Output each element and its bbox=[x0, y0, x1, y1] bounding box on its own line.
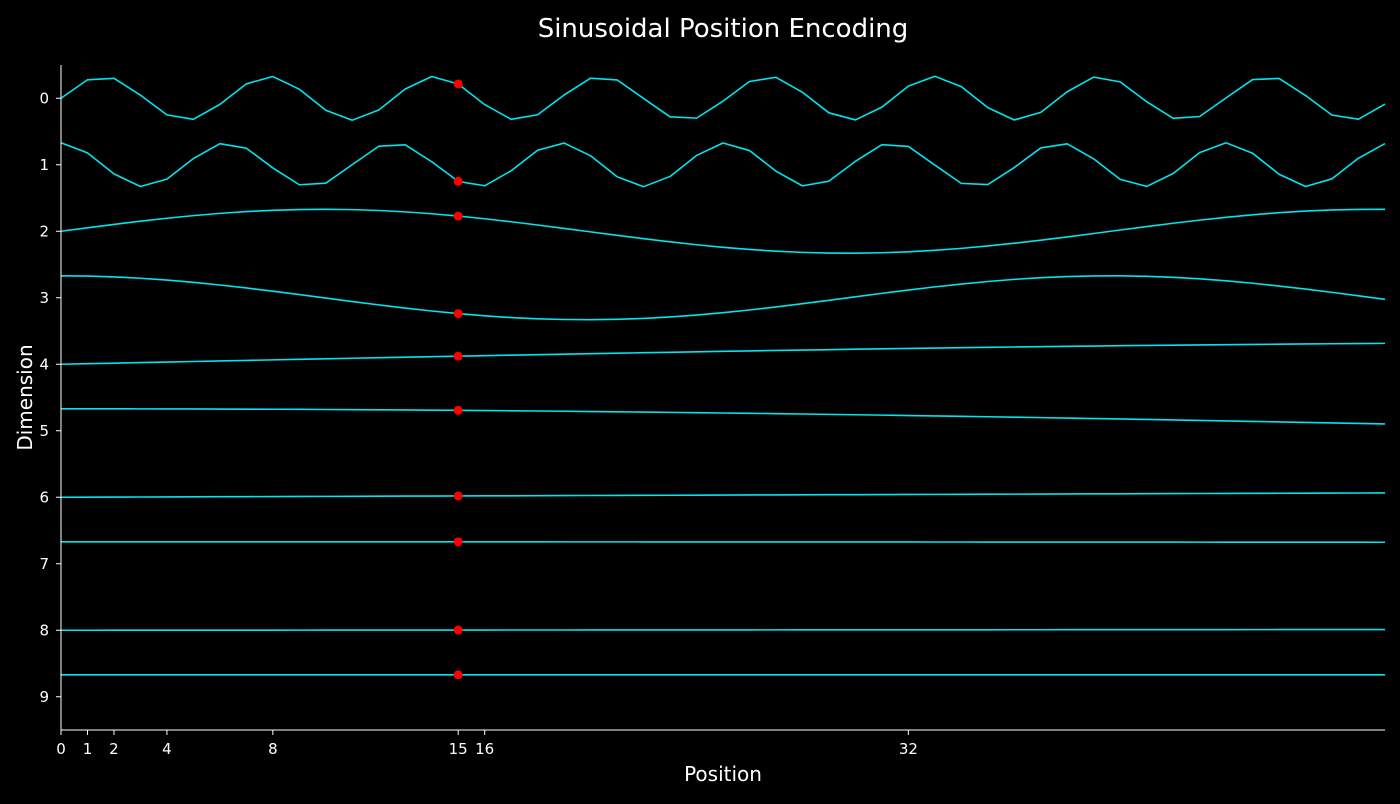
highlight-point-dim-3 bbox=[454, 309, 463, 318]
y-tick-label: 6 bbox=[39, 488, 49, 506]
y-tick-label: 8 bbox=[39, 621, 49, 639]
x-tick-label: 15 bbox=[449, 740, 468, 758]
x-axis-title: Position bbox=[684, 762, 762, 786]
y-axis-ticks: 0 1 2 3 4 5 6 7 8 9 bbox=[39, 89, 61, 706]
highlight-point-dim-9 bbox=[454, 670, 463, 679]
highlight-point-dim-0 bbox=[454, 79, 463, 88]
y-tick-label: 2 bbox=[39, 222, 49, 240]
x-tick-label: 0 bbox=[56, 740, 66, 758]
highlight-point-dim-6 bbox=[454, 491, 463, 500]
y-axis-title: Dimension bbox=[13, 344, 37, 450]
highlight-point-dim-8 bbox=[454, 626, 463, 635]
series-line-dim-8 bbox=[61, 630, 1385, 631]
highlight-point-dim-7 bbox=[454, 537, 463, 546]
x-tick-label: 16 bbox=[475, 740, 494, 758]
y-tick-label: 4 bbox=[39, 355, 49, 373]
highlight-point-dim-4 bbox=[454, 352, 463, 361]
x-tick-label: 1 bbox=[83, 740, 93, 758]
x-tick-label: 2 bbox=[109, 740, 119, 758]
series-line-dim-4 bbox=[61, 343, 1385, 364]
chart-title: Sinusoidal Position Encoding bbox=[538, 14, 909, 44]
highlight-markers bbox=[454, 79, 463, 679]
highlight-point-dim-1 bbox=[454, 177, 463, 186]
series-line-dim-3 bbox=[61, 276, 1385, 320]
y-tick-label: 1 bbox=[39, 156, 49, 174]
y-tick-label: 5 bbox=[39, 422, 49, 440]
series-line-dim-0 bbox=[61, 76, 1385, 120]
series-lines bbox=[61, 76, 1385, 675]
highlight-point-dim-5 bbox=[454, 406, 463, 415]
x-tick-label: 4 bbox=[162, 740, 172, 758]
y-tick-label: 3 bbox=[39, 289, 49, 307]
x-tick-label: 8 bbox=[268, 740, 278, 758]
series-line-dim-1 bbox=[61, 143, 1385, 187]
series-line-dim-2 bbox=[61, 209, 1385, 253]
y-tick-label: 7 bbox=[39, 555, 49, 573]
series-line-dim-5 bbox=[61, 409, 1385, 424]
y-tick-label: 0 bbox=[39, 89, 49, 107]
highlight-point-dim-2 bbox=[454, 212, 463, 221]
x-tick-label: 32 bbox=[899, 740, 918, 758]
series-line-dim-6 bbox=[61, 493, 1385, 497]
y-tick-label: 9 bbox=[39, 688, 49, 706]
